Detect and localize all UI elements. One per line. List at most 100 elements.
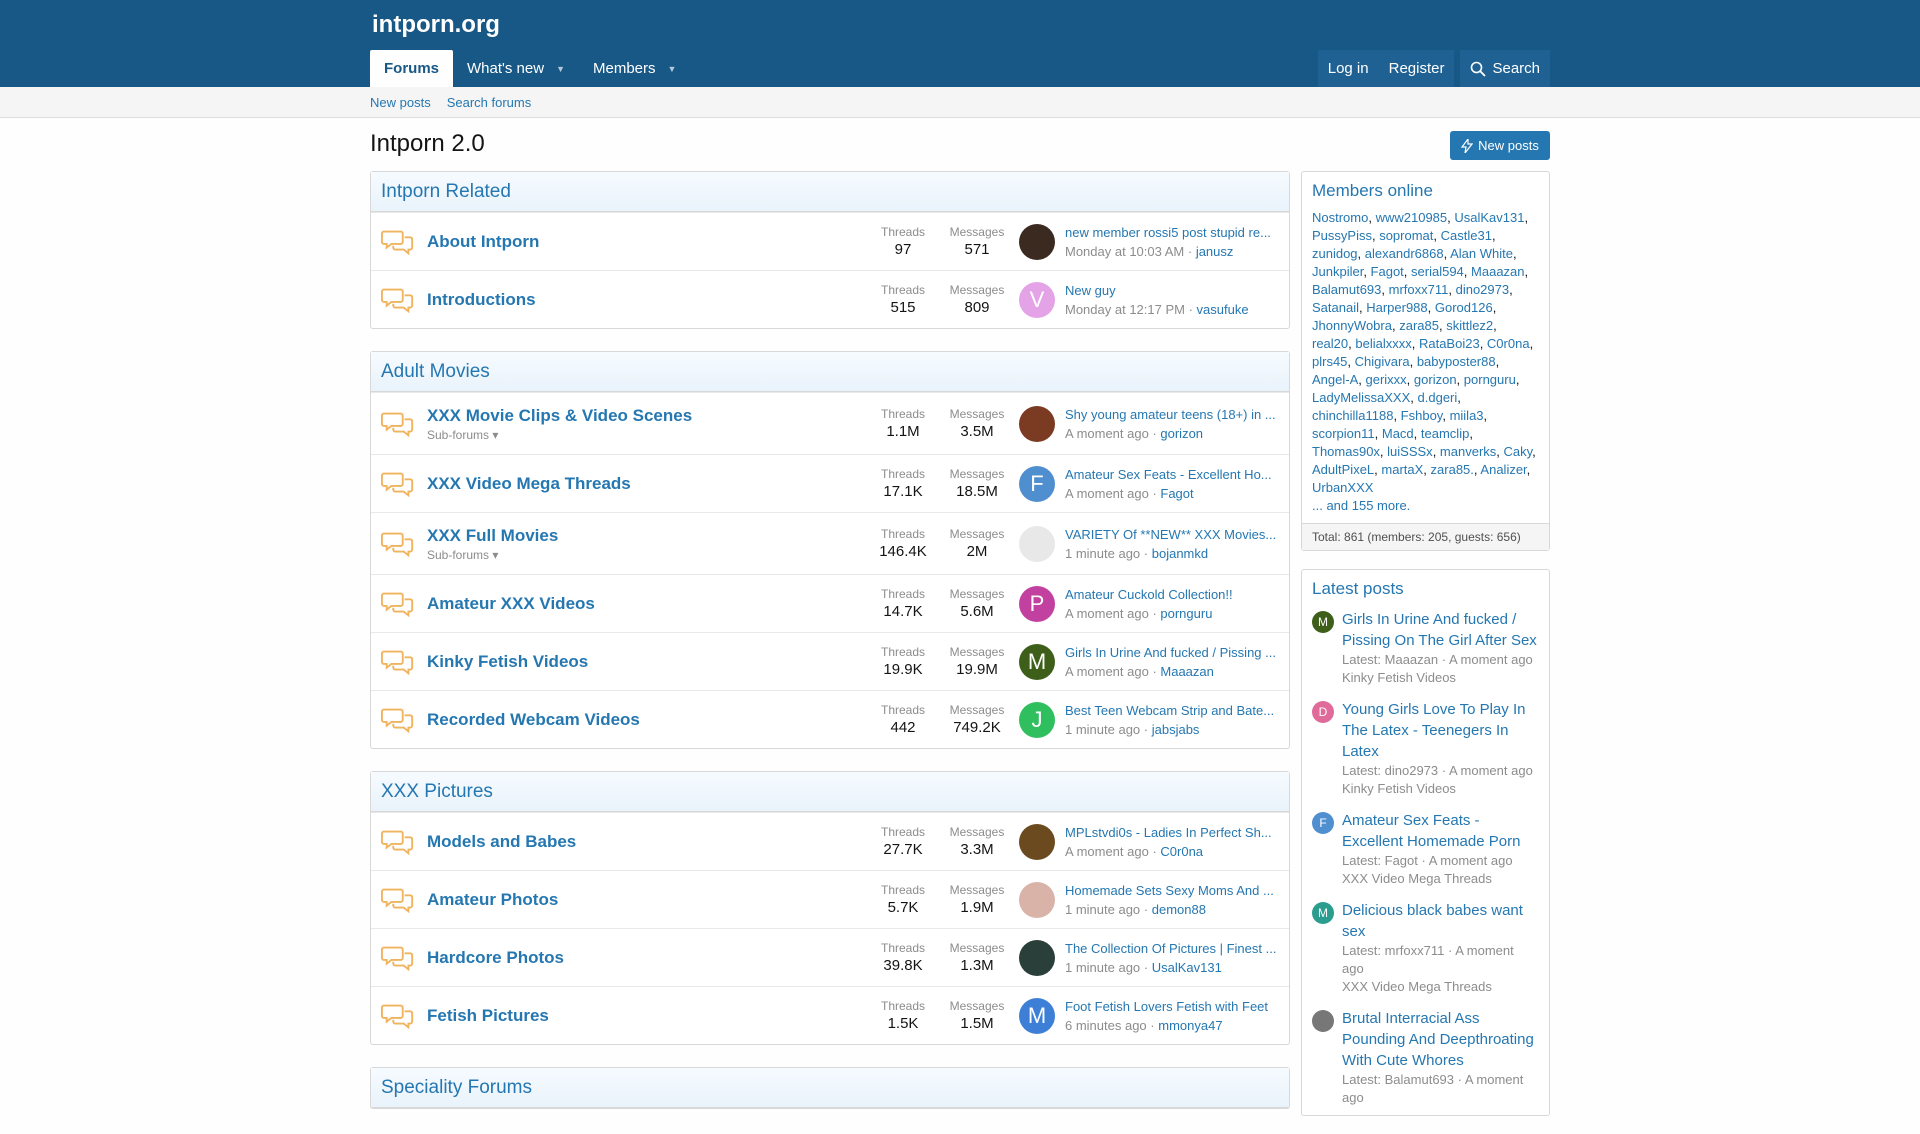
member-link[interactable]: Satanail [1312,300,1359,315]
latest-post-forum[interactable]: Kinky Fetish Videos [1342,670,1456,685]
member-link[interactable]: RataBoi23 [1418,336,1480,351]
member-link[interactable]: babyposter88 [1416,354,1496,369]
latest-post-title[interactable]: Girls In Urine And fucked / Pissing On T… [1342,611,1537,649]
nav-tab-whats-new[interactable]: What's new ▼ [453,50,579,87]
last-post-title[interactable]: Best Teen Webcam Strip and Bate... [1065,702,1275,718]
search-forums-link[interactable]: Search forums [446,95,532,110]
forum-row[interactable]: Fetish Pictures Threads 1.5K Messages 1.5M M F… [371,986,1289,1044]
member-link[interactable]: zunidog [1312,246,1358,261]
avatar[interactable]: P [1019,585,1055,622]
avatar[interactable] [1312,1010,1334,1032]
member-link[interactable]: Nostromo [1312,210,1369,225]
subforums-toggle[interactable]: Sub-forums ▾ [427,428,692,442]
last-post-title[interactable]: MPLstvdi0s - Ladies In Perfect Sh... [1065,824,1272,840]
last-post-user[interactable]: Fagot [1160,485,1194,501]
member-link[interactable]: Gorod126 [1434,300,1493,315]
forum-row[interactable]: Kinky Fetish Videos Threads 19.9K Messages 1… [371,632,1289,690]
last-post-title[interactable]: New guy [1065,282,1116,298]
forum-row[interactable]: Recorded Webcam Videos Threads 442 Messages… [371,690,1289,748]
forum-title[interactable]: About Intporn [427,231,540,251]
latest-post-title[interactable]: Amateur Sex Feats - Excellent Homemade P… [1342,812,1521,850]
member-link[interactable]: pornguru [1463,372,1516,387]
last-post-title[interactable]: VARIETY Of **NEW** XXX Movies... [1065,526,1277,542]
forum-title[interactable]: XXX Full Movies [427,525,559,545]
members-online-title[interactable]: Members online [1312,181,1433,200]
subforums-toggle[interactable]: Sub-forums ▾ [427,548,558,562]
latest-post-title[interactable]: Brutal Interracial Ass Pounding And Deep… [1342,1010,1534,1069]
last-post-user[interactable]: mmonya47 [1158,1017,1223,1033]
avatar[interactable]: M [1019,997,1055,1034]
member-link[interactable]: Caky [1503,444,1533,459]
member-link[interactable]: miila3 [1449,408,1484,423]
login-button[interactable]: Log in [1317,50,1379,87]
avatar[interactable] [1019,525,1055,562]
member-link[interactable]: Analizer [1480,462,1527,477]
member-link[interactable]: mrfoxx711 [1388,282,1449,297]
category-title[interactable]: Intporn Related [371,172,1289,212]
forum-title[interactable]: XXX Movie Clips & Video Scenes [427,405,693,425]
avatar[interactable] [1019,881,1055,918]
last-post-title[interactable]: Homemade Sets Sexy Moms And ... [1065,882,1274,898]
member-link[interactable]: PussyPiss [1312,228,1372,243]
forum-row[interactable]: XXX Video Mega Threads Threads 17.1K Messag… [371,454,1289,512]
avatar[interactable]: J [1019,701,1055,738]
forum-title[interactable]: Amateur XXX Videos [427,593,595,613]
last-post-user[interactable]: vasufuke [1196,301,1249,317]
nav-tab-forums[interactable]: Forums [370,50,454,87]
avatar[interactable]: D [1312,701,1334,723]
register-button[interactable]: Register [1378,50,1455,87]
member-link[interactable]: Fshboy [1400,408,1443,423]
member-link[interactable]: luiSSSx [1387,444,1433,459]
new-posts-link[interactable]: New posts [370,95,431,110]
last-post-user[interactable]: pornguru [1160,605,1213,621]
last-post-title[interactable]: new member rossi5 post stupid re... [1065,224,1271,240]
avatar[interactable]: M [1312,902,1334,924]
forum-row[interactable]: Introductions Threads 515 Messages 809 V New g… [371,270,1289,328]
search-button[interactable]: Search [1460,50,1550,87]
member-link[interactable]: Junkpiler [1312,264,1364,279]
last-post-title[interactable]: Girls In Urine And fucked / Pissing ... [1065,644,1276,660]
forum-row[interactable]: About Intporn Threads 97 Messages 571 new mem… [371,212,1289,270]
member-link[interactable]: dino2973 [1455,282,1510,297]
latest-post-title[interactable]: Delicious black babes want sex [1342,902,1523,940]
last-post-user[interactable]: jabsjabs [1151,721,1200,737]
member-link[interactable]: zara85. [1430,462,1474,477]
last-post-title[interactable]: Foot Fetish Lovers Fetish with Feet [1065,998,1269,1014]
last-post-user[interactable]: gorizon [1160,425,1204,441]
forum-title[interactable]: Introductions [427,289,536,309]
last-post-title[interactable]: The Collection Of Pictures | Finest ... [1065,940,1277,956]
forum-row[interactable]: XXX Movie Clips & Video Scenes Sub-forums… [371,392,1289,454]
new-posts-button[interactable]: New posts [1450,131,1550,160]
forum-title[interactable]: Fetish Pictures [427,1005,549,1025]
latest-post-forum[interactable]: XXX Video Mega Threads [1342,871,1492,886]
chevron-down-icon[interactable]: ▼ [667,63,677,74]
category-title[interactable]: XXX Pictures [371,772,1289,812]
nav-tab-members[interactable]: Members ▼ [579,50,690,87]
member-link[interactable]: sopromat [1379,228,1434,243]
avatar[interactable]: M [1312,611,1334,633]
avatar[interactable]: F [1019,465,1055,502]
last-post-user[interactable]: C0r0na [1160,843,1204,859]
chevron-down-icon[interactable]: ▼ [556,63,565,74]
member-link[interactable]: manverks [1439,444,1497,459]
member-link[interactable]: belialxxxx [1355,336,1412,351]
more-members-link[interactable]: ... and 155 more. [1312,498,1411,513]
member-link[interactable]: www210985 [1375,210,1448,225]
member-link[interactable]: C0r0na [1486,336,1530,351]
member-link[interactable]: Maaazan [1471,264,1525,279]
member-link[interactable]: Thomas90x [1312,444,1380,459]
member-link[interactable]: gerixxx [1365,372,1407,387]
last-post-title[interactable]: Amateur Cuckold Collection!! [1065,586,1233,602]
member-link[interactable]: UrbanXXX [1312,480,1374,495]
last-post-title[interactable]: Shy young amateur teens (18+) in ... [1065,406,1276,422]
forum-row[interactable]: Models and Babes Threads 27.7K Messages 3.3M… [371,812,1289,870]
member-link[interactable]: Fagot [1370,264,1404,279]
avatar[interactable] [1019,823,1055,860]
member-link[interactable]: Chigivara [1354,354,1410,369]
member-link[interactable]: alexandr6868 [1364,246,1444,261]
member-link[interactable]: martaX [1381,462,1424,477]
member-link[interactable]: chinchilla1188 [1312,408,1394,423]
member-link[interactable]: Castle31 [1440,228,1492,243]
forum-row[interactable]: Amateur XXX Videos Threads 14.7K Messages 5.… [371,574,1289,632]
member-link[interactable]: real20 [1312,336,1349,351]
